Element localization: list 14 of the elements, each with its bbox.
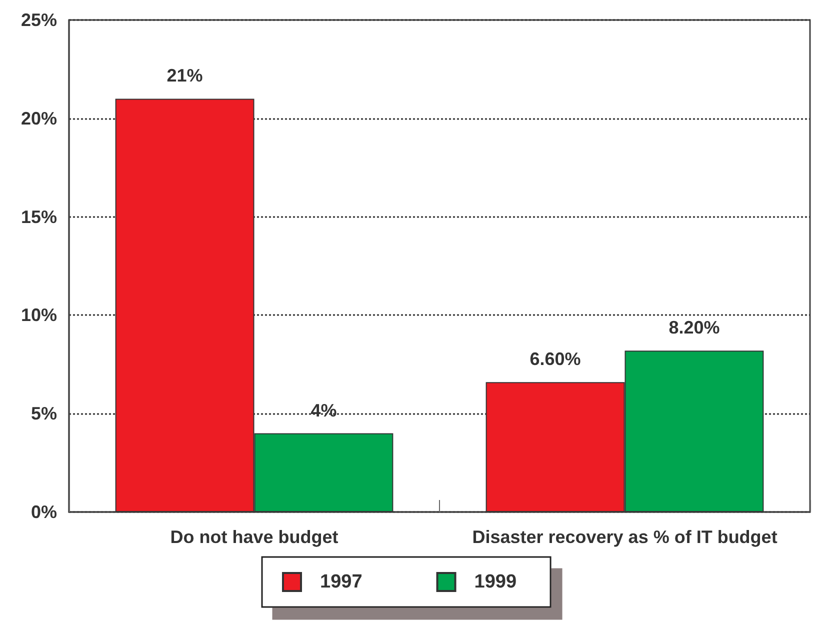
y-tick-label: 5% xyxy=(30,404,57,424)
data-label: 6.60% xyxy=(530,349,581,370)
data-label: 4% xyxy=(310,400,337,420)
y-tick-label: 20% xyxy=(20,108,57,128)
y-tick-label: 25% xyxy=(20,10,57,30)
data-label: 21% xyxy=(166,66,203,86)
y-tick-label: 0% xyxy=(30,502,57,522)
legend-label: 1997 xyxy=(320,572,362,592)
x-tick-label: Do not have budget xyxy=(170,527,338,547)
y-tick-label: 15% xyxy=(20,206,57,227)
legend-label: 1999 xyxy=(474,572,517,592)
x-tick-label: Disaster recovery as % of IT budget xyxy=(472,527,778,547)
data-label: 8.20% xyxy=(668,318,720,338)
y-tick-label: 10% xyxy=(20,305,57,326)
